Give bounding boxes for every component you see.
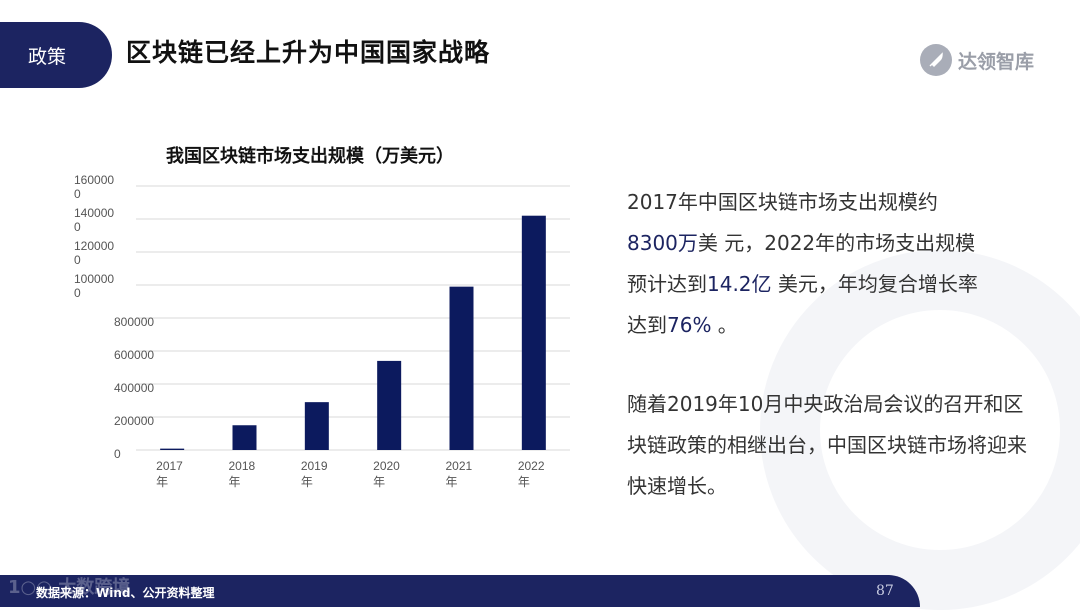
y-tick-label: 140000 0	[74, 206, 114, 234]
bar-0	[160, 448, 185, 450]
bar-4	[449, 286, 474, 450]
brand-logo: 达领智库	[920, 42, 1034, 78]
y-tick-label: 100000 0	[74, 272, 114, 300]
desc-text-1g: 达到	[627, 313, 667, 337]
desc-text-1f: 美元，年均复合增长率	[771, 272, 978, 296]
x-tick-label: 2021 年	[446, 459, 473, 489]
y-tick-label: 120000 0	[74, 239, 114, 267]
y-tick-label: 800000	[114, 315, 154, 329]
y-tick-label: 160000 0	[74, 173, 114, 201]
bar-2	[304, 402, 329, 450]
footer-watermark: 1○○ 大数跨境	[8, 577, 131, 598]
footer-bar	[0, 575, 920, 607]
page-number: 87	[876, 583, 894, 599]
y-tick-label: 200000	[114, 414, 154, 428]
description-paragraph-1: 2017年中国区块链市场支出规模约 8300万美 元，2022年的市场支出规模 …	[627, 182, 1027, 346]
desc-text-1d: 预计达到	[627, 272, 707, 296]
x-tick-label: 2020 年	[373, 459, 400, 489]
description-paragraph-2: 随着2019年10月中央政治局会议的召开和区块链政策的相继出台，中国区块链市场将…	[627, 392, 1027, 498]
desc-text-1c: 美 元，2022年的市场支出规模	[697, 231, 976, 255]
y-tick-label: 400000	[114, 381, 154, 395]
bar-5	[521, 215, 546, 450]
section-tag-label: 政策	[28, 45, 67, 68]
section-tag: 政策	[0, 22, 112, 88]
x-tick-label: 2017 年	[156, 459, 183, 489]
x-tick-label: 2018 年	[229, 459, 256, 489]
desc-highlight-76: 76%	[667, 313, 712, 337]
x-tick-label: 2022 年	[518, 459, 545, 489]
bar-3	[377, 360, 402, 450]
chart-title: 我国区块链市场支出规模（万美元）	[166, 146, 454, 167]
desc-text-1i: 。	[711, 313, 738, 337]
brand-logo-text: 达领智库	[958, 50, 1035, 73]
y-tick-label: 600000	[114, 348, 154, 362]
bar-1	[232, 425, 257, 450]
x-tick-label: 2019 年	[301, 459, 328, 489]
desc-text-1a: 2017年中国区块链市场支出规模约	[627, 190, 938, 214]
y-tick-label: 0	[114, 447, 121, 461]
desc-highlight-14-2: 14.2亿	[707, 272, 772, 296]
page-title: 区块链已经上升为中国国家战略	[126, 38, 491, 67]
rocket-icon	[920, 44, 952, 76]
data-source: 数据来源：Wind、公开资料整理	[36, 586, 215, 600]
desc-highlight-8300: 8300万	[627, 231, 698, 255]
bar-chart: 0 200000 400000 600000 800000 100000 0 120000 0 1…	[74, 173, 570, 489]
